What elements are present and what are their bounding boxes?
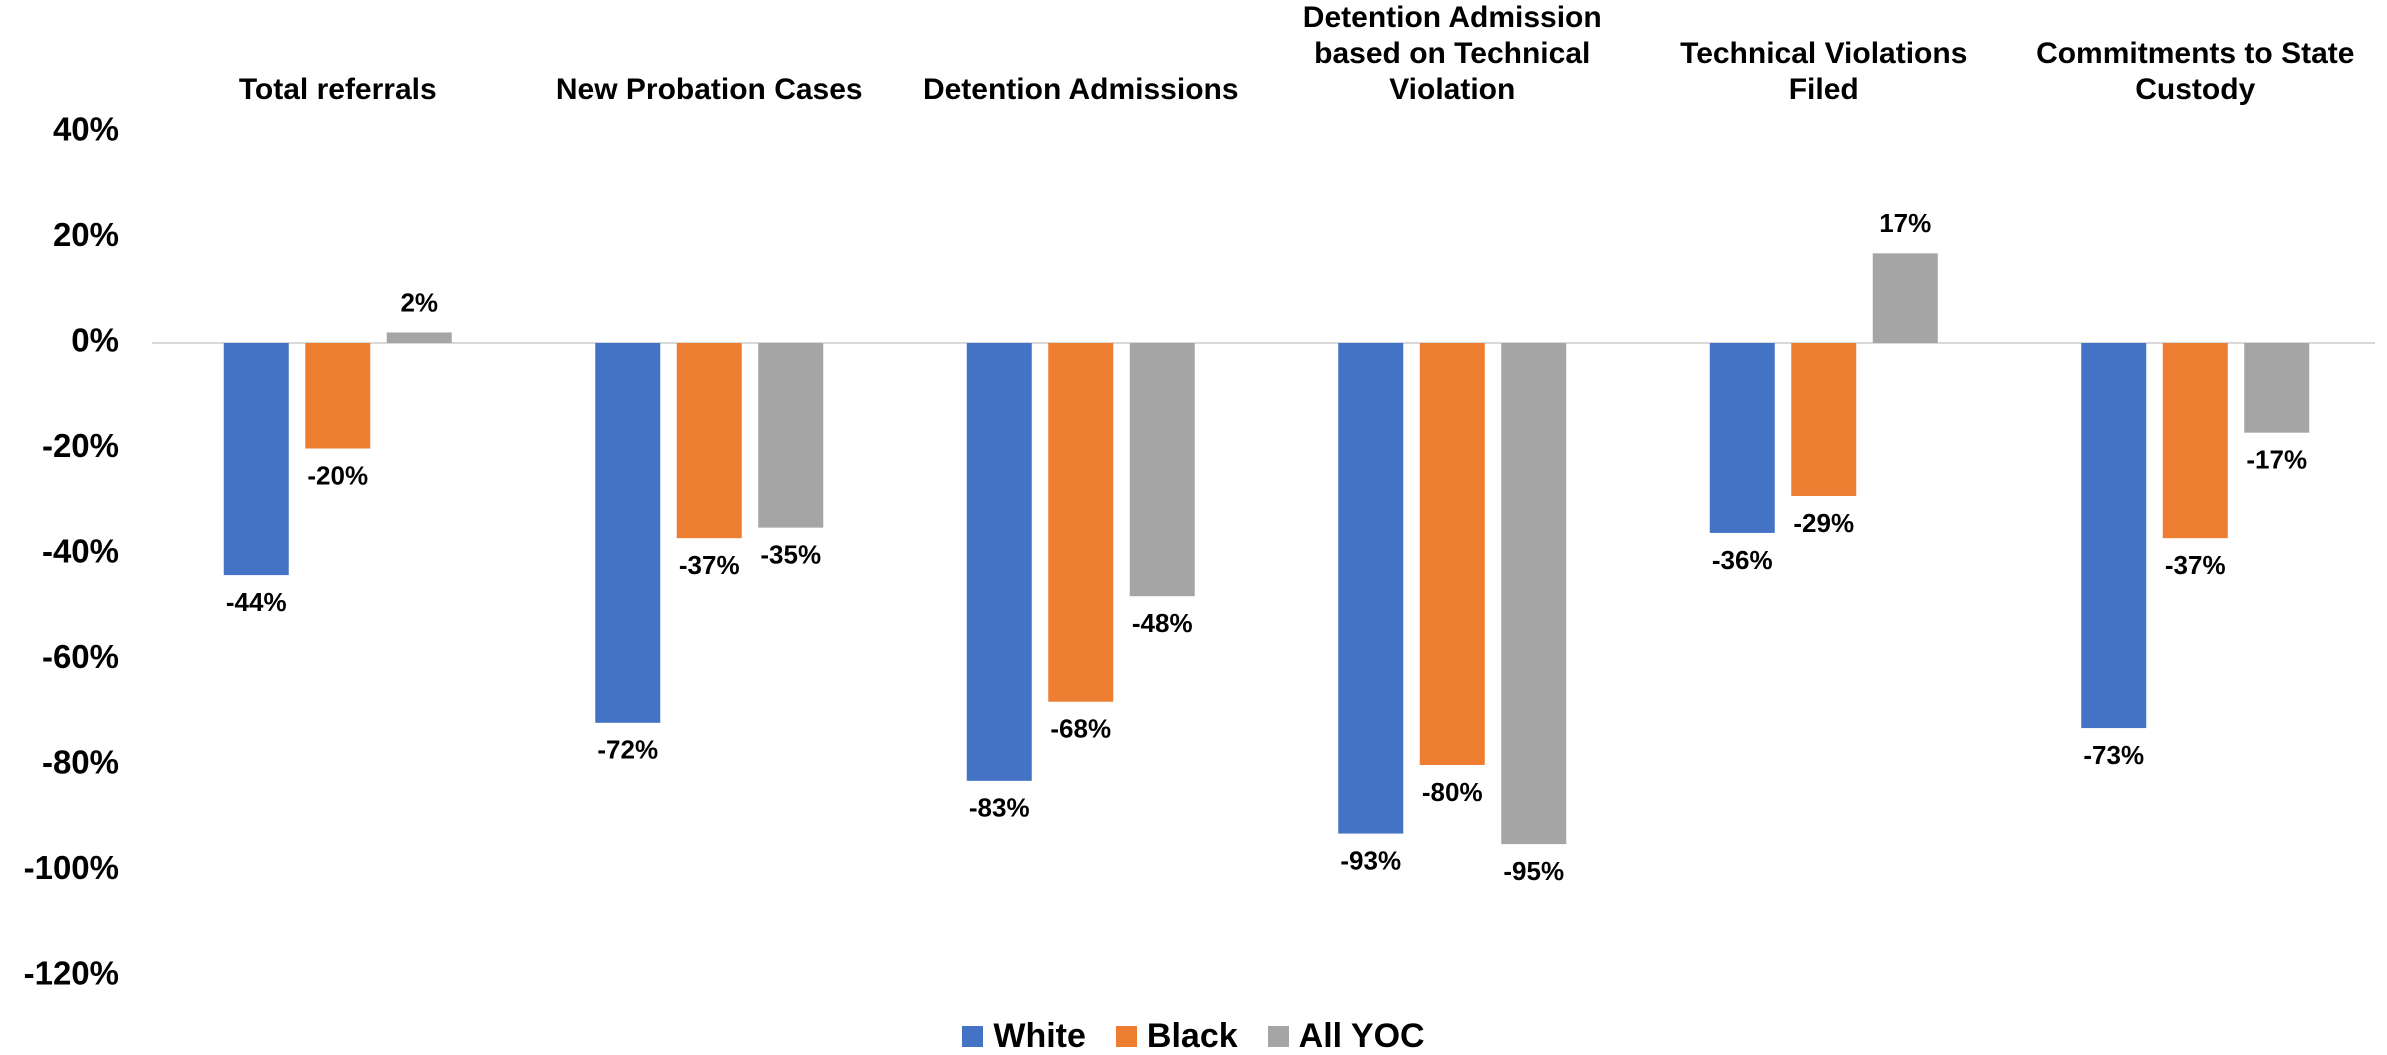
data-label: -83%	[969, 793, 1030, 823]
category-label: Detention Admission based on Technical V…	[1302, 1, 1602, 106]
data-label: -35%	[760, 540, 821, 570]
bar	[1709, 343, 1775, 533]
y-tick-label: -120%	[24, 955, 119, 992]
bar	[2244, 343, 2310, 433]
data-label: -73%	[2083, 740, 2144, 770]
data-label: 2%	[400, 287, 438, 317]
y-tick-label: -40%	[42, 533, 119, 570]
legend-label: White	[993, 1017, 1086, 1055]
data-label: -37%	[2165, 550, 2226, 580]
data-label: -36%	[1712, 545, 1773, 575]
category-label: Total referrals	[238, 73, 437, 106]
legend-swatch	[962, 1026, 984, 1047]
data-label: -68%	[1050, 714, 1111, 744]
category-label: Technical Violations Filed	[1680, 37, 1968, 106]
y-tick-label: 40%	[53, 111, 119, 148]
legend-label: All YOC	[1298, 1017, 1425, 1055]
category-label: Commitments to State Custody	[2036, 37, 2355, 106]
legend-swatch	[1267, 1026, 1289, 1047]
bar	[223, 343, 289, 576]
data-label: -72%	[597, 735, 658, 765]
bar	[595, 343, 661, 723]
bar	[1419, 343, 1485, 765]
data-label: -80%	[1422, 777, 1483, 807]
bar	[1791, 343, 1857, 496]
data-label: -29%	[1793, 508, 1854, 538]
y-tick-label: 0%	[71, 322, 119, 359]
bar	[2081, 343, 2147, 729]
data-label: -44%	[226, 587, 287, 617]
legend-label: Black	[1146, 1017, 1238, 1055]
bar	[1872, 253, 1938, 343]
bar	[758, 343, 824, 528]
bar	[1501, 343, 1567, 845]
legend-item: All YOC	[1267, 1017, 1425, 1055]
bar	[386, 332, 452, 343]
data-label: -48%	[1132, 608, 1193, 638]
legend: White Black All YOC	[0, 1017, 2387, 1055]
y-tick-label: 20%	[53, 216, 119, 253]
data-label: -93%	[1340, 845, 1401, 875]
category-label: New Probation Cases	[555, 73, 863, 106]
bar	[1338, 343, 1404, 834]
data-label: -20%	[307, 460, 368, 490]
bar	[305, 343, 371, 449]
y-tick-label: -60%	[42, 638, 119, 675]
bar	[966, 343, 1032, 781]
bar	[676, 343, 742, 539]
data-label: -95%	[1503, 856, 1564, 886]
bar	[1129, 343, 1195, 597]
y-tick-label: -20%	[42, 427, 119, 464]
y-tick-label: -100%	[24, 849, 119, 886]
legend-swatch	[1115, 1026, 1137, 1047]
y-tick-label: -80%	[42, 744, 119, 781]
bar	[1048, 343, 1114, 702]
bar	[2162, 343, 2228, 539]
data-label: 17%	[1879, 208, 1931, 238]
legend-item: White	[962, 1017, 1086, 1055]
data-label: -37%	[679, 550, 740, 580]
category-label: Detention Admissions	[922, 73, 1239, 106]
legend-item: Black	[1115, 1017, 1238, 1055]
data-label: -17%	[2246, 445, 2307, 475]
